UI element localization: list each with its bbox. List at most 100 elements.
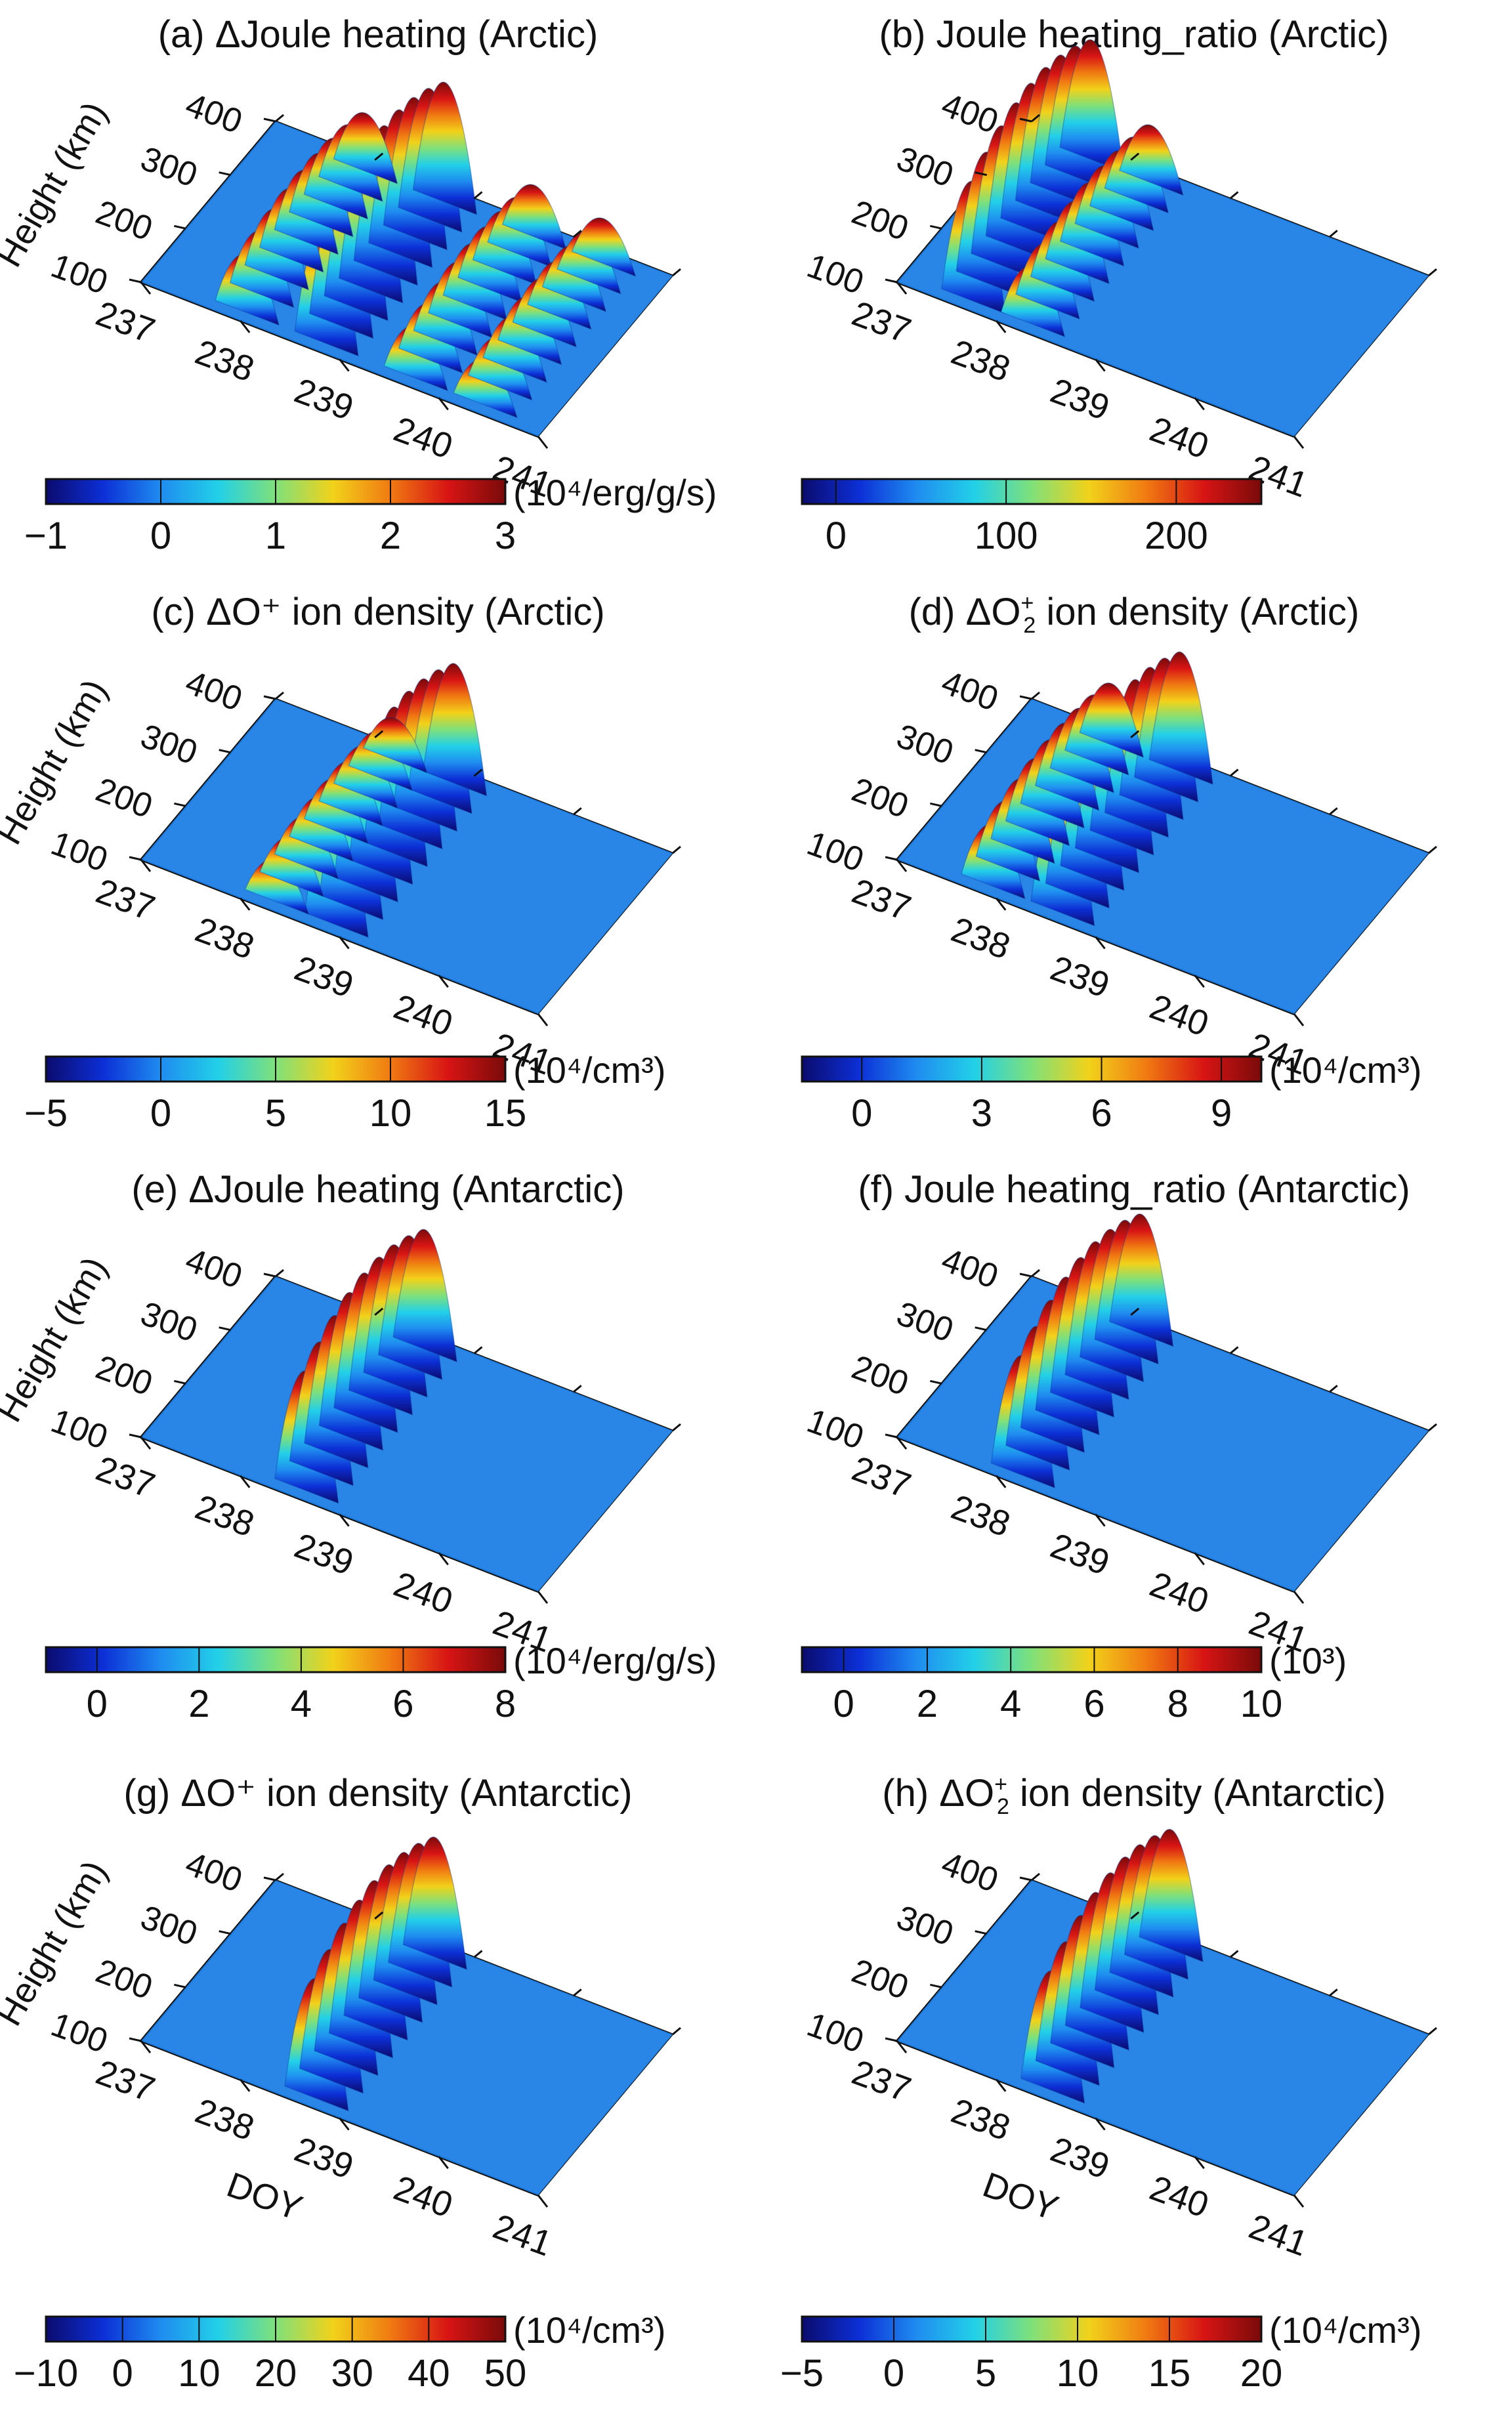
colorbar-tick-label: 20 bbox=[255, 2352, 297, 2395]
colorbar-tick-label: 0 bbox=[112, 2352, 133, 2395]
title-main: ΔJoule heating (Antarctic) bbox=[188, 1168, 624, 1211]
height-tick-label: 200 bbox=[847, 193, 913, 248]
title-main: ΔO⁺ ion density (Arctic) bbox=[206, 591, 605, 633]
surface-peak bbox=[990, 1213, 1174, 1489]
panel-title: (h) ΔO+ 2 ion density (Antarctic) bbox=[882, 1772, 1385, 1819]
back-tick bbox=[374, 730, 384, 738]
doy-tick-label: 237 bbox=[847, 871, 916, 928]
peak-ridge bbox=[333, 112, 398, 184]
surface-peak bbox=[940, 39, 1124, 314]
title-sub: 2 bbox=[1023, 613, 1036, 638]
colorbar-tick-label: −5 bbox=[24, 1092, 68, 1135]
back-tick bbox=[1428, 845, 1437, 854]
panel-title: (b) Joule heating_ratio (Arctic) bbox=[879, 13, 1389, 56]
height-tick bbox=[263, 1876, 276, 1881]
title-prefix: (a) bbox=[158, 13, 215, 56]
peak-ridge bbox=[1079, 682, 1144, 759]
doy-tick-label: 237 bbox=[91, 871, 160, 928]
colorbar-tick-label: 6 bbox=[1091, 1092, 1112, 1135]
doy-tick-label: 240 bbox=[388, 2168, 457, 2225]
doy-tick bbox=[339, 936, 350, 950]
panel-d: (d) ΔO+ 2 ion density (Arctic) 237 238 239 24… bbox=[756, 578, 1512, 1155]
back-tick bbox=[1130, 152, 1140, 161]
surface-peak bbox=[453, 217, 637, 419]
height-tick bbox=[129, 278, 142, 284]
doy-tick-label: 237 bbox=[847, 1448, 916, 1505]
doy-tick bbox=[1194, 975, 1205, 988]
colorbar-tick-label: 4 bbox=[291, 1683, 312, 1725]
peak-ridge bbox=[392, 1229, 457, 1363]
back-tick bbox=[1130, 1307, 1140, 1316]
back-tick bbox=[672, 845, 681, 854]
back-tick bbox=[1328, 230, 1338, 238]
back-tick bbox=[1328, 807, 1338, 816]
height-tick bbox=[219, 1930, 231, 1935]
back-tick bbox=[1229, 191, 1239, 200]
surface-peak bbox=[215, 112, 398, 326]
height-tick bbox=[885, 2037, 898, 2042]
back-tick bbox=[572, 807, 582, 816]
colorbar bbox=[801, 1055, 1263, 1083]
panel-title: (f) Joule heating_ratio (Antarctic) bbox=[858, 1168, 1410, 1211]
colorbar-tick-label: 50 bbox=[484, 2352, 527, 2395]
peak-ridge bbox=[1059, 39, 1124, 173]
doy-tick-label: 240 bbox=[388, 1565, 457, 1622]
doy-tick bbox=[896, 1437, 908, 1450]
height-tick bbox=[174, 1983, 186, 1988]
colorbar-tick-label: 2 bbox=[917, 1683, 938, 1725]
height-axis-label: Height (km) bbox=[0, 95, 115, 274]
height-tick bbox=[174, 1379, 186, 1385]
doy-tick bbox=[537, 436, 549, 449]
back-tick bbox=[473, 768, 483, 777]
title-prefix: (f) bbox=[858, 1168, 904, 1211]
surface-base bbox=[897, 1880, 1429, 2195]
colorbar-tick-label: 10 bbox=[1240, 1683, 1283, 1725]
panel-c: (c) ΔO⁺ ion density (Arctic) 237 238 239 240… bbox=[0, 578, 756, 1155]
title-main: ΔO⁺ ion density (Antarctic) bbox=[180, 1772, 632, 1815]
panel-e-svg: (e) ΔJoule heating (Antarctic) 237 238 239 2… bbox=[0, 1168, 717, 1725]
doy-tick-label: 238 bbox=[946, 332, 1015, 389]
doy-tick-label: 238 bbox=[946, 910, 1015, 967]
doy-tick bbox=[996, 897, 1007, 911]
back-tick bbox=[1328, 1385, 1338, 1393]
height-tick bbox=[885, 856, 898, 861]
colorbar-tick-label: 0 bbox=[150, 515, 171, 557]
colorbar-tick-label: −1 bbox=[24, 515, 68, 557]
height-tick-label: 300 bbox=[892, 140, 958, 195]
panel-title: (e) ΔJoule heating (Antarctic) bbox=[131, 1168, 624, 1211]
doy-tick bbox=[339, 2117, 350, 2131]
height-tick bbox=[1019, 117, 1032, 123]
colorbar bbox=[801, 1646, 1263, 1673]
doy-tick bbox=[240, 320, 251, 333]
back-tick bbox=[1428, 2027, 1437, 2036]
height-tick-label: 200 bbox=[847, 1348, 913, 1403]
height-tick bbox=[975, 1326, 987, 1332]
title-main: Joule heating_ratio (Antarctic) bbox=[904, 1168, 1410, 1211]
panel-title: (c) ΔO⁺ ion density (Arctic) bbox=[151, 591, 604, 633]
back-tick bbox=[275, 1872, 284, 1881]
colorbar-unit: (10⁴/cm³) bbox=[1269, 1049, 1422, 1091]
doy-tick-label: 240 bbox=[1144, 987, 1213, 1044]
height-axis-label: Height (km) bbox=[0, 1250, 115, 1429]
peak-ridge bbox=[501, 184, 567, 250]
peak-ridge bbox=[422, 663, 488, 797]
back-tick bbox=[672, 2027, 681, 2036]
doy-tick bbox=[339, 358, 350, 372]
peak-ridge bbox=[412, 81, 478, 215]
doy-tick bbox=[240, 1475, 251, 1488]
doy-tick-label: 237 bbox=[847, 2052, 916, 2109]
back-tick bbox=[275, 114, 284, 123]
height-tick bbox=[1019, 1876, 1032, 1881]
panel-a-svg: (a) ΔJoule heating (Arctic) 237 238 239 240 2… bbox=[0, 13, 717, 557]
height-tick bbox=[975, 749, 987, 754]
colorbar-tick-label: 100 bbox=[975, 515, 1038, 557]
peak-ridge bbox=[1118, 124, 1184, 196]
back-tick bbox=[572, 1988, 582, 1997]
doy-tick bbox=[1194, 397, 1205, 411]
doy-tick bbox=[1293, 2195, 1305, 2208]
doy-tick-label: 239 bbox=[1045, 1526, 1114, 1583]
doy-tick-label: 239 bbox=[1045, 2130, 1114, 2187]
doy-tick-label: 238 bbox=[190, 910, 259, 967]
doy-tick-label: 237 bbox=[91, 1448, 160, 1505]
